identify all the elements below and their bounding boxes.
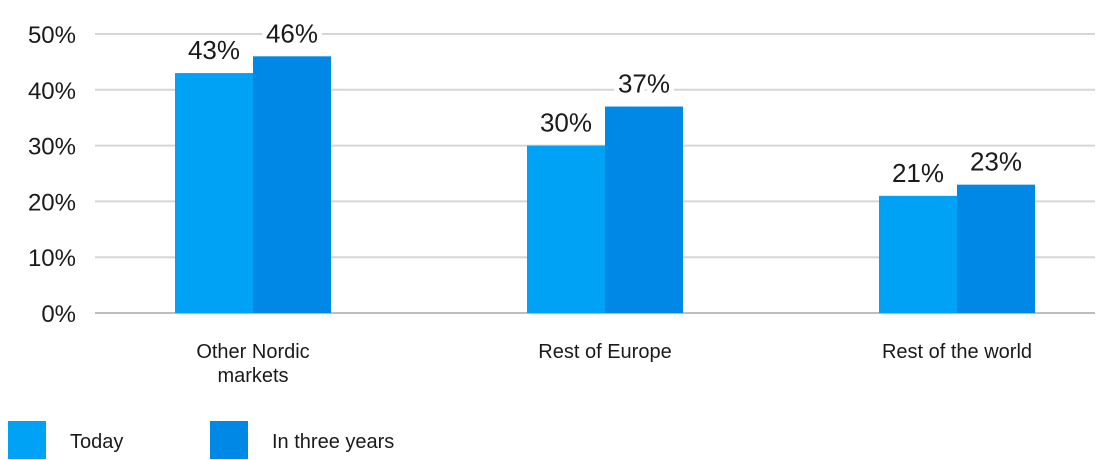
data-label: 21% xyxy=(892,158,944,188)
legend-swatch xyxy=(210,421,248,459)
legend: Today In three years xyxy=(8,421,394,459)
data-label: 30% xyxy=(540,108,592,138)
data-label: 37% xyxy=(618,69,670,99)
legend-swatch xyxy=(8,421,46,459)
bar-in-three-years xyxy=(957,185,1035,313)
category-label-line: Rest of Europe xyxy=(538,341,671,363)
data-label: 43% xyxy=(188,35,240,65)
bar-today xyxy=(175,73,253,313)
y-tick-label: 10% xyxy=(28,245,76,272)
y-tick-label: 20% xyxy=(28,189,76,216)
category-label-line: markets xyxy=(217,365,288,387)
bar-in-three-years xyxy=(605,107,683,313)
bar-in-three-years xyxy=(253,56,331,313)
y-tick-label: 30% xyxy=(28,134,76,161)
data-label: 46% xyxy=(266,18,318,48)
x-axis: Other Nordic markets Rest of Europe Rest of… xyxy=(196,341,1032,387)
y-tick-label: 50% xyxy=(28,22,76,49)
category-label-line: Other Nordic xyxy=(196,341,309,363)
category-label: Rest of Europe xyxy=(538,341,671,363)
y-axis: 0% 10% 20% 30% 40% 50% xyxy=(28,22,76,328)
category-label: Other Nordic markets xyxy=(196,341,309,387)
category-label: Rest of the world xyxy=(882,341,1032,363)
y-tick-label: 0% xyxy=(41,301,76,328)
bar-today xyxy=(879,196,957,313)
data-label: 23% xyxy=(970,147,1022,177)
bar-today xyxy=(527,146,605,313)
category-label-line: Rest of the world xyxy=(882,341,1032,363)
legend-label: In three years xyxy=(272,431,394,453)
y-tick-label: 40% xyxy=(28,78,76,105)
legend-label: Today xyxy=(70,431,123,453)
